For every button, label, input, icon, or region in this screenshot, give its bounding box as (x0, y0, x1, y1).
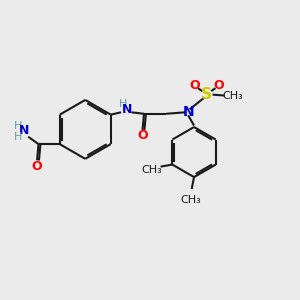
Text: S: S (201, 87, 212, 102)
Text: N: N (122, 103, 133, 116)
Text: O: O (189, 79, 200, 92)
Text: CH₃: CH₃ (181, 195, 202, 205)
Text: CH₃: CH₃ (222, 91, 243, 100)
Text: O: O (214, 79, 224, 92)
Text: N: N (182, 105, 194, 119)
Text: H: H (119, 99, 128, 109)
Text: H: H (14, 121, 23, 130)
Text: N: N (19, 124, 30, 137)
Text: CH₃: CH₃ (141, 166, 162, 176)
Text: O: O (137, 129, 148, 142)
Text: O: O (32, 160, 42, 173)
Text: H: H (14, 132, 23, 142)
